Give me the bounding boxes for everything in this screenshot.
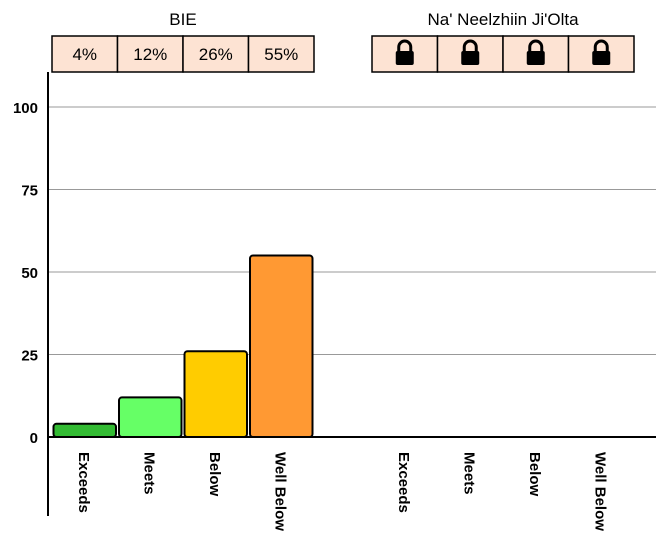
lock-icon: [526, 39, 545, 65]
bar-exceeds: [52, 422, 117, 438]
percent-label-box: [247, 35, 315, 73]
percent-label: 26%: [199, 45, 233, 64]
percent-label: 12%: [133, 45, 167, 64]
group-headers: BIE 4% 12% 26% 55% Na' Neelzhiin Ji'Olta: [51, 10, 635, 73]
percent-label-box: [51, 35, 119, 73]
category-label: Below: [526, 452, 543, 497]
y-tick-label: 25: [21, 348, 38, 365]
category-label: Below: [206, 452, 223, 497]
percent-label: 4%: [72, 45, 97, 64]
bars: [52, 254, 314, 439]
category-label: Exceeds: [75, 452, 92, 513]
category-label: Well Below: [271, 452, 288, 531]
gridlines: [48, 106, 656, 355]
bar-well-below: [249, 254, 314, 438]
y-tick-label: 75: [21, 183, 38, 200]
y-tick-label: 100: [13, 100, 38, 117]
category-label: Meets: [460, 452, 477, 495]
group-title: BIE: [169, 10, 196, 29]
bar-meets: [118, 396, 183, 438]
group-title: Na' Neelzhiin Ji'Olta: [427, 10, 579, 29]
category-label: Well Below: [591, 452, 608, 531]
y-tick-label: 0: [30, 430, 38, 447]
percent-label: 55%: [264, 45, 298, 64]
bar-below: [183, 350, 248, 439]
lock-icon: [461, 39, 480, 65]
y-tick-label: 50: [21, 265, 38, 282]
category-label: Exceeds: [395, 452, 412, 513]
axes: 0 25 50 75 100: [13, 72, 656, 516]
lock-icon: [395, 39, 414, 65]
category-label: Meets: [140, 452, 157, 495]
lock-icon: [592, 39, 611, 65]
category-labels: Exceeds Meets Below Well Below Exceeds Meets B…: [75, 452, 609, 531]
